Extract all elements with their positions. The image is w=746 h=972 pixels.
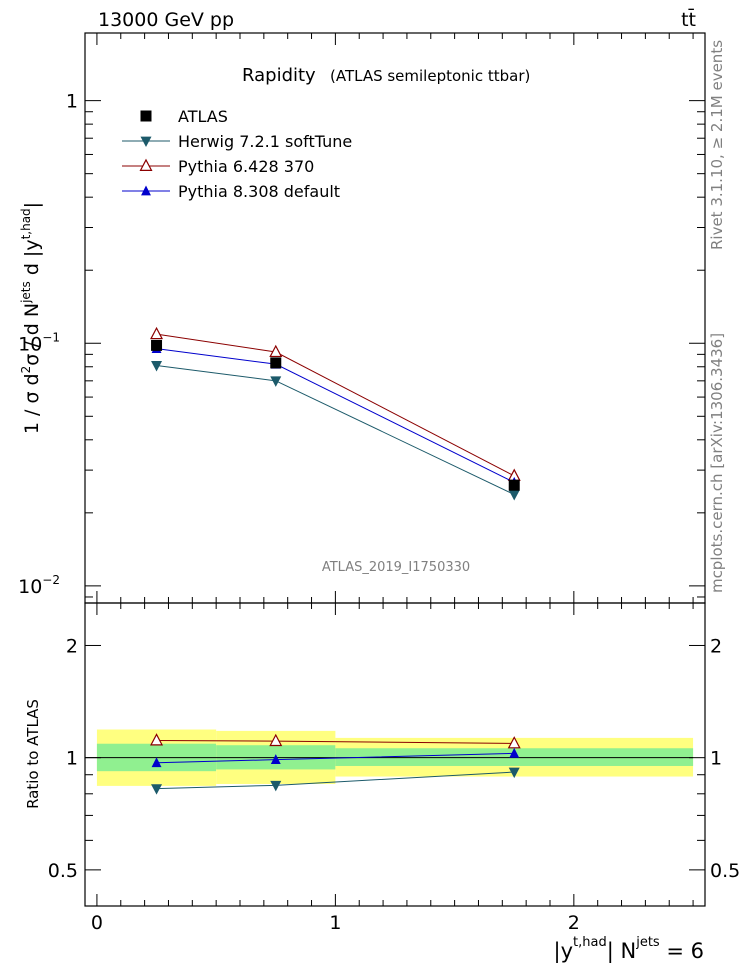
ratio-point-pythia-8-308-default — [151, 757, 162, 768]
ratio-y-tick-label: 2 — [66, 635, 78, 657]
legend-label: Herwig 7.2.1 softTune — [178, 132, 352, 151]
series-line-pythia-8-308-default — [156, 348, 515, 483]
main-ylabel: 1 / σ d2σ / d Njets d |yt,had| — [19, 202, 43, 434]
ratio-panel: 0.5 0.5 1 1 2 2 0 1 2 Ratio to ATLAS |yt,had| Nj… — [24, 602, 740, 964]
x-tick-label: 2 — [568, 912, 580, 934]
legend-label: Pythia 6.428 370 — [178, 157, 314, 176]
ratio-y-tick-label-right: 2 — [710, 635, 722, 657]
energy-label: 13000 GeV pp — [98, 9, 234, 31]
main-axis-ticks: 10−2 10−1 1 — [18, 33, 705, 603]
data-point-pythia-6-428-370 — [150, 326, 164, 340]
ratio-series — [150, 733, 521, 795]
x-tick-label: 1 — [329, 912, 341, 934]
process-label: tt̄ — [681, 7, 696, 31]
ratio-y-tick-label: 1 — [66, 748, 78, 770]
x-tick-label: 0 — [91, 912, 103, 934]
data-point-herwig-7-2-1-softtune — [508, 490, 520, 501]
main-panel: Rapidity (ATLAS semileptonic ttbar) ATLA… — [18, 32, 706, 604]
ratio-point-pythia-8-308-default — [509, 747, 520, 758]
legend-marker — [140, 110, 152, 122]
ratio-axis-ticks: 0.5 0.5 1 1 2 2 0 1 2 — [48, 603, 740, 934]
data-point-atlas — [151, 339, 163, 351]
data-point-atlas — [508, 479, 520, 491]
legend: ATLAS Herwig 7.2.1 softTune Pythia 6.428 3… — [122, 107, 352, 201]
ratio-point-herwig-7-2-1-softtune — [270, 780, 282, 792]
legend-label: Pythia 8.308 default — [178, 182, 340, 201]
data-point-atlas — [270, 357, 282, 369]
ratio-point-pythia-6-428-370 — [507, 736, 521, 749]
chart-subtitle: (ATLAS semileptonic ttbar) — [330, 67, 530, 85]
legend-marker — [141, 185, 151, 196]
y-tick-label: 10−1 — [18, 330, 60, 355]
ratio-y-tick-label: 0.5 — [48, 860, 78, 882]
data-point-pythia-6-428-370 — [269, 344, 283, 358]
ratio-point-pythia-8-308-default — [270, 754, 281, 765]
legend-marker — [139, 158, 153, 171]
ratio-frame — [84, 602, 706, 907]
ratio-point-herwig-7-2-1-softtune — [508, 767, 520, 779]
main-series — [150, 326, 521, 501]
legend-marker — [140, 136, 152, 148]
chart-title: Rapidity — [242, 65, 316, 86]
ratio-xlabel: |yt,had| Njets = 6 — [554, 935, 704, 964]
mcplots-label: mcplots.cern.ch [arXiv:1306.3436] — [708, 333, 726, 593]
legend-label: ATLAS — [178, 107, 228, 126]
series-line-herwig-7-2-1-softtune — [156, 364, 515, 495]
analysis-id: ATLAS_2019_I1750330 — [322, 560, 470, 575]
rivet-label: Rivet 3.1.10, ≥ 2.1M events — [708, 40, 726, 250]
y-tick-label: 1 — [66, 91, 78, 113]
ratio-point-pythia-6-428-370 — [269, 733, 283, 747]
ratio-y-tick-label-right: 0.5 — [710, 860, 740, 882]
data-point-herwig-7-2-1-softtune — [151, 361, 163, 372]
uncertainty-bands — [85, 729, 694, 786]
ratio-point-pythia-6-428-370 — [150, 733, 164, 746]
ratio-y-tick-label-right: 1 — [710, 748, 722, 770]
ratio-ylabel: Ratio to ATLAS — [24, 699, 42, 809]
data-point-herwig-7-2-1-softtune — [270, 376, 282, 387]
y-tick-label: 10−2 — [18, 573, 60, 598]
ratio-point-herwig-7-2-1-softtune — [151, 784, 163, 795]
